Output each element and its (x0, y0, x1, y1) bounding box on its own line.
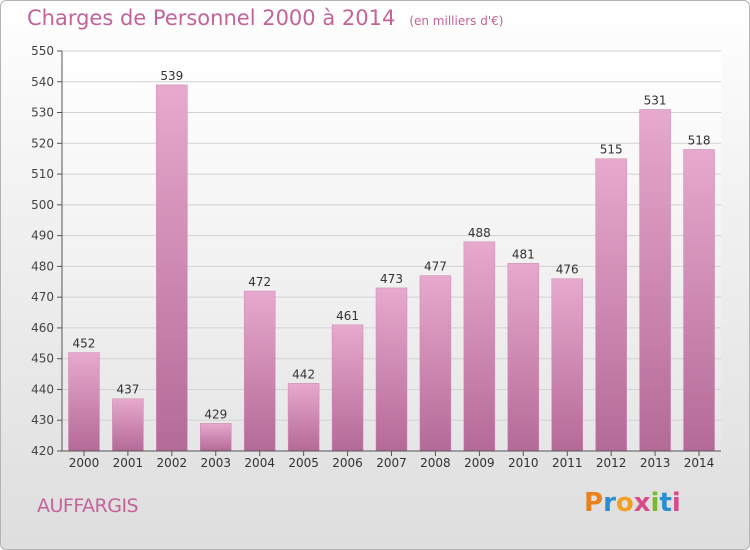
bar (419, 275, 452, 452)
y-tick-label: 550 (31, 44, 54, 58)
y-tick-label: 540 (31, 75, 54, 89)
bar-value-label: 442 (292, 367, 315, 381)
bar-value-label: 473 (380, 272, 403, 286)
y-axis: 420 430 440 450 460 470 480 490 500 510 520 530 540 5… (31, 44, 63, 458)
logo-letter: i (671, 488, 681, 518)
bar-value-label: 429 (204, 407, 227, 421)
chart-title: Charges de Personnel 2000 à 2014 (en mill… (27, 6, 503, 30)
bar (683, 149, 715, 452)
y-tick-label: 430 (31, 413, 54, 427)
y-tick-label: 490 (31, 229, 54, 243)
y-tick-label: 500 (31, 198, 54, 212)
logo-letter: t (659, 488, 672, 518)
x-tick-label: 2000 (69, 456, 100, 470)
bar-value-label: 477 (424, 260, 447, 274)
bar-value-label: 461 (336, 309, 359, 323)
x-tick-label: 2010 (508, 456, 539, 470)
proxiti-logo[interactable]: Proxiti (584, 488, 681, 518)
x-tick-label: 2002 (157, 456, 188, 470)
logo-letter: x (633, 488, 651, 518)
x-tick-label: 2013 (640, 456, 671, 470)
bar (243, 290, 276, 452)
y-tick-label: 440 (31, 382, 54, 396)
bar (287, 383, 320, 452)
x-tick-label: 2008 (420, 456, 451, 470)
bar (463, 241, 496, 452)
bar (68, 352, 100, 452)
bar-value-label: 488 (468, 226, 491, 240)
chart-title-text: Charges de Personnel 2000 à 2014 (27, 6, 396, 30)
bar-value-label: 476 (556, 263, 579, 277)
commune-name: AUFFARGIS (37, 495, 139, 517)
y-tick-label: 420 (31, 444, 54, 458)
bar (200, 423, 232, 452)
bar-value-label: 531 (644, 93, 667, 107)
y-tick-label: 510 (31, 167, 54, 181)
logo-letter: P (584, 488, 604, 518)
bar-value-label: 472 (248, 275, 271, 289)
x-tick-label: 2003 (200, 456, 231, 470)
y-tick-label: 480 (31, 259, 54, 273)
y-tick-label: 450 (31, 352, 54, 366)
y-tick-label: 460 (31, 321, 54, 335)
bar (507, 263, 540, 452)
logo-letter: r (603, 488, 616, 518)
bar (639, 109, 671, 452)
y-tick-label: 530 (31, 106, 54, 120)
bar (112, 398, 144, 452)
bar-value-label: 437 (116, 383, 139, 397)
logo-letter: i (650, 488, 660, 518)
x-tick-label: 2006 (332, 456, 363, 470)
bars: 452 437 539 429 472 442 461 473 477 488 481 476 515 5… (68, 69, 715, 452)
bar-value-label: 515 (600, 143, 623, 157)
bar (595, 158, 627, 452)
x-tick-label: 2012 (596, 456, 627, 470)
bar-value-label: 518 (688, 133, 711, 147)
x-tick-label: 2001 (113, 456, 144, 470)
bar-value-label: 539 (160, 69, 183, 83)
bar (375, 287, 408, 452)
x-tick-label: 2004 (244, 456, 275, 470)
bar-value-label: 481 (512, 247, 535, 261)
x-tick-label: 2005 (288, 456, 319, 470)
x-tick-label: 2014 (684, 456, 715, 470)
x-tick-label: 2011 (552, 456, 583, 470)
bar (551, 278, 583, 452)
x-tick-label: 2009 (464, 456, 495, 470)
y-tick-label: 520 (31, 136, 54, 150)
bar (331, 324, 364, 452)
bar-value-label: 452 (73, 337, 96, 351)
y-tick-label: 470 (31, 290, 54, 304)
x-axis: 2000 2001 2002 2003 2004 2005 2006 2007 2008 2009… (62, 450, 721, 470)
chart-subtitle: (en milliers d'€) (409, 14, 504, 28)
logo-letter: o (615, 488, 634, 518)
x-tick-label: 2007 (376, 456, 407, 470)
bar (156, 84, 188, 452)
